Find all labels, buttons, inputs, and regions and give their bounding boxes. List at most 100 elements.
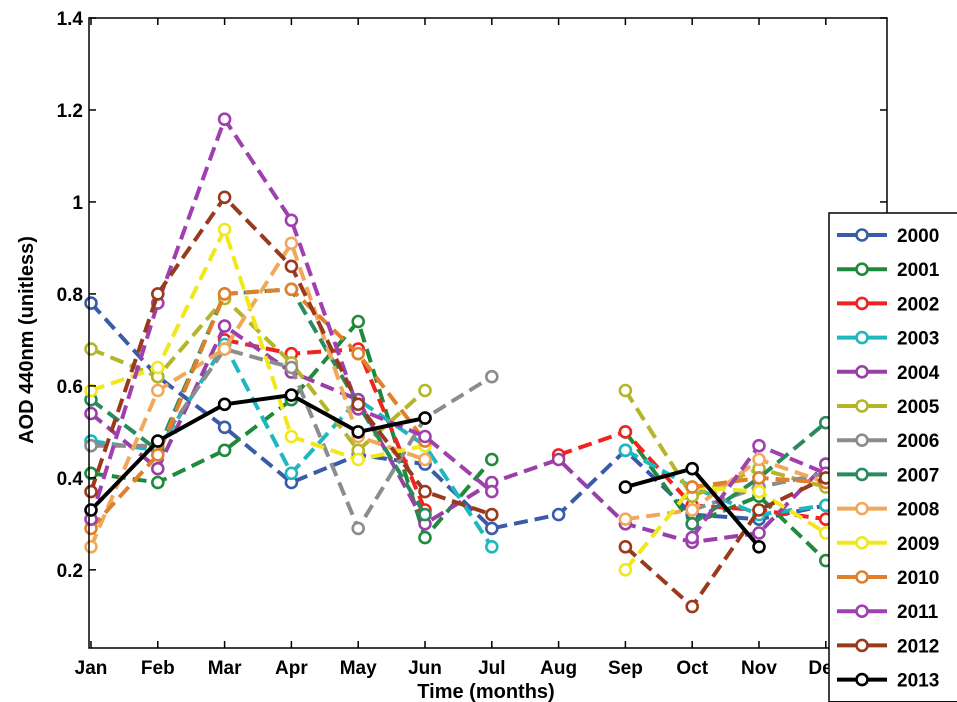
legend-label: 2007 — [897, 465, 939, 486]
data-point-2004-Feb — [151, 461, 165, 476]
legend-swatch-marker — [855, 501, 869, 516]
y-axis-label: AOD 440nm (unitless) — [16, 236, 38, 444]
axes: 0.2 0.4 0.6 0.8 1 1.2 1.4 Jan Feb Mar Apr May Jun Jul… — [57, 9, 888, 679]
series-2013 — [84, 388, 766, 554]
data-point-2011-Jul — [484, 484, 499, 499]
data-point-2013-Apr — [284, 388, 299, 402]
data-point-2013-Sep — [618, 480, 633, 494]
data-point-2000-Mar — [217, 420, 232, 435]
data-point-2004-Mar — [217, 319, 232, 333]
legend-swatch-marker — [855, 262, 869, 277]
data-point-2007-Oct — [685, 516, 700, 531]
data-point-2013-Nov — [752, 539, 766, 554]
legend-label: 2004 — [897, 363, 940, 384]
legend-swatch-marker — [855, 604, 869, 619]
data-point-2008-Sep — [618, 512, 633, 527]
data-point-2012-Jun — [418, 484, 432, 499]
data-point-2012-Apr — [284, 259, 299, 274]
series-line-2005 — [623, 389, 827, 499]
legend-item-2000: 2000 — [837, 226, 939, 247]
legend-item-2003: 2003 — [837, 329, 939, 350]
series-line-2005 — [90, 296, 427, 453]
data-point-2006-Jul — [484, 369, 499, 384]
data-point-2012-Mar — [217, 190, 232, 205]
series-line-2012 — [624, 476, 827, 609]
y-tick-label: 1 — [72, 193, 83, 214]
legend-label: 2009 — [897, 534, 939, 555]
data-point-2008-Nov — [752, 452, 766, 467]
data-point-2012-Jul — [484, 507, 499, 522]
legend-swatch-marker — [855, 638, 869, 653]
legend-item-2009: 2009 — [837, 534, 939, 555]
data-point-2000-Aug — [551, 507, 566, 522]
data-point-2011-Jun — [418, 429, 432, 444]
data-point-2006-May — [351, 521, 366, 536]
data-point-2010-Apr — [284, 282, 299, 297]
series-2001 — [84, 314, 833, 568]
data-point-2004-Aug — [551, 452, 566, 467]
data-point-2011-Mar — [217, 112, 232, 126]
data-point-2013-Feb — [151, 434, 165, 448]
x-tick-label: May — [340, 658, 377, 679]
x-tick-label: Sep — [608, 658, 643, 679]
x-tick-label: Nov — [741, 658, 777, 679]
data-point-2007-Jun — [418, 507, 432, 522]
series-2002 — [217, 333, 833, 527]
data-point-2005-Sep — [618, 383, 633, 398]
data-point-2001-Jun — [418, 530, 432, 545]
data-point-2012-Sep — [618, 539, 633, 554]
data-point-2012-Oct — [685, 599, 700, 614]
series-line-2008 — [89, 241, 426, 548]
data-point-2010-Oct — [685, 480, 700, 494]
y-tick-label: 0.8 — [57, 285, 83, 306]
data-point-2013-Oct — [685, 461, 700, 476]
series-line-2013 — [89, 393, 426, 512]
legend-swatch-marker — [855, 672, 869, 687]
data-point-2012-Feb — [151, 287, 165, 301]
data-point-2005-Jan — [84, 342, 98, 356]
x-tick-label: Mar — [208, 658, 242, 679]
data-point-2009-Mar — [217, 222, 232, 237]
y-tick-label: 1.2 — [57, 101, 83, 122]
x-tick-label: Jan — [75, 658, 108, 679]
data-point-2011-Oct — [685, 530, 700, 545]
legend-item-2008: 2008 — [837, 500, 939, 521]
series-2010 — [84, 282, 833, 536]
data-point-2008-Apr — [284, 236, 299, 251]
data-point-2001-Feb — [151, 475, 165, 490]
data-point-2008-Feb — [151, 383, 165, 398]
data-point-2009-Nov — [752, 484, 766, 499]
x-tick-label: Apr — [275, 658, 308, 679]
legend-swatch-marker — [855, 535, 869, 550]
x-tick-label: Jun — [408, 658, 442, 679]
legend-box — [828, 212, 957, 702]
series-line-2010 — [89, 287, 427, 530]
legend-swatch-marker — [855, 433, 869, 448]
legend-label: 2005 — [897, 397, 940, 418]
legend-label: 2001 — [897, 260, 940, 281]
data-point-2008-Mar — [217, 342, 232, 356]
data-point-2002-Sep — [618, 425, 633, 439]
data-point-2001-Jul — [484, 452, 499, 467]
data-point-2010-Mar — [217, 287, 232, 301]
data-point-2003-Jul — [484, 539, 499, 554]
legend-item-2013: 2013 — [837, 671, 939, 692]
x-tick-label: Jul — [478, 658, 505, 679]
legend-label: 2013 — [897, 671, 939, 692]
x-tick-label: Feb — [141, 658, 175, 679]
y-tick-label: 0.2 — [57, 561, 83, 582]
legend-label: 2006 — [897, 431, 939, 452]
data-point-2011-Nov — [752, 438, 766, 453]
data-point-2012-Nov — [752, 503, 766, 517]
data-point-2009-Apr — [284, 429, 299, 444]
data-point-2001-May — [351, 314, 366, 329]
data-point-2009-May — [351, 452, 366, 467]
data-point-2008-Jun — [418, 452, 432, 467]
legend: 2000 2001 2002 2003 2004 2005 2006 2007 2008 2009… — [828, 212, 957, 702]
data-point-2010-Nov — [752, 471, 766, 485]
legend-item-2001: 2001 — [837, 260, 940, 281]
data-point-2008-Jan — [84, 539, 98, 554]
data-point-2000-Jan — [84, 296, 98, 310]
data-point-2005-Jun — [418, 383, 432, 398]
